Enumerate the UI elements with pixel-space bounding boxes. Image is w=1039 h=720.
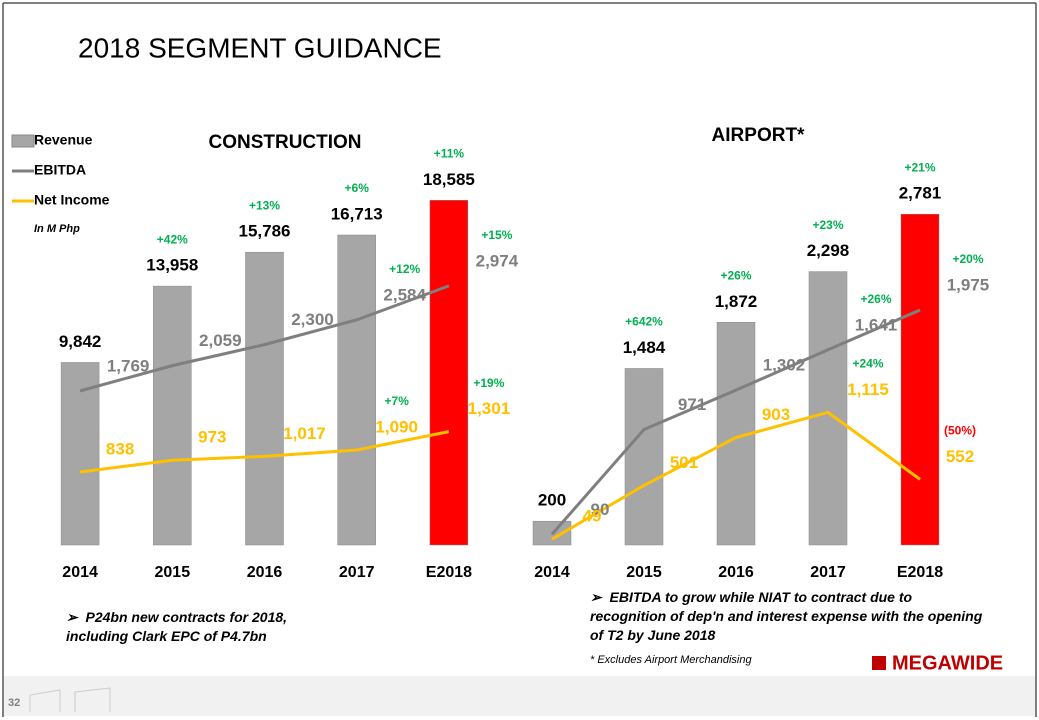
bar bbox=[246, 252, 284, 545]
growth-label: +21% bbox=[904, 160, 935, 174]
bar bbox=[338, 235, 376, 545]
bar bbox=[901, 214, 939, 545]
x-tick-label: E2018 bbox=[426, 564, 472, 581]
growth-label: +26% bbox=[720, 268, 751, 282]
value-label: 1,090 bbox=[375, 418, 418, 437]
growth-label: +26% bbox=[860, 292, 891, 306]
growth-label: +15% bbox=[481, 228, 512, 242]
x-tick-label: E2018 bbox=[897, 564, 943, 581]
value-label: 973 bbox=[198, 428, 226, 447]
growth-label: +6% bbox=[345, 181, 370, 195]
value-label: 2,300 bbox=[291, 310, 334, 329]
bar bbox=[809, 272, 847, 545]
value-label: 2,781 bbox=[899, 184, 942, 203]
x-tick-label: 2017 bbox=[810, 564, 846, 581]
legend-icon bbox=[12, 135, 34, 147]
value-label: 1,115 bbox=[847, 380, 889, 399]
x-tick-label: 2014 bbox=[534, 564, 570, 581]
note-text: P24bn new contracts for 2018, including … bbox=[66, 609, 287, 644]
growth-label: +12% bbox=[389, 262, 420, 276]
growth-label: +24% bbox=[852, 357, 883, 371]
footer-band bbox=[4, 676, 1035, 716]
logo-icon bbox=[872, 656, 886, 670]
value-label: 18,585 bbox=[423, 170, 475, 189]
x-tick-label: 2015 bbox=[626, 564, 662, 581]
unit-label: In M Php bbox=[34, 223, 80, 235]
legend-label: EBITDA bbox=[34, 162, 86, 178]
x-tick-label: 2016 bbox=[718, 564, 754, 581]
growth-label: +642% bbox=[625, 315, 663, 329]
x-tick-label: 2016 bbox=[247, 564, 283, 581]
value-label: 1,641 bbox=[855, 315, 898, 334]
growth-label: +7% bbox=[385, 394, 410, 408]
value-label: 49 bbox=[583, 507, 602, 526]
value-label: 1,872 bbox=[715, 292, 758, 311]
value-label: 1,769 bbox=[107, 356, 150, 375]
chart-title: CONSTRUCTION bbox=[208, 132, 361, 153]
value-label: 16,713 bbox=[331, 204, 383, 223]
legend-label: Revenue bbox=[34, 132, 93, 148]
value-label: 1,301 bbox=[468, 399, 511, 418]
value-label: 15,786 bbox=[239, 222, 291, 241]
growth-label: +20% bbox=[952, 252, 983, 266]
value-label: 9,842 bbox=[59, 332, 102, 351]
bar bbox=[625, 368, 663, 545]
value-label: 13,958 bbox=[146, 256, 198, 275]
value-label: 838 bbox=[106, 439, 134, 458]
value-label: 903 bbox=[762, 405, 790, 424]
growth-label: +19% bbox=[473, 376, 504, 390]
value-label: 971 bbox=[678, 395, 706, 414]
bar bbox=[153, 286, 191, 545]
x-tick-label: 2017 bbox=[339, 564, 375, 581]
page-number: 32 bbox=[8, 697, 20, 709]
x-tick-label: 2015 bbox=[155, 564, 191, 581]
note-construction: ➢ P24bn new contracts for 2018, includin… bbox=[66, 608, 316, 646]
bar bbox=[430, 200, 468, 545]
value-label: 1,017 bbox=[283, 424, 326, 443]
value-label: 2,059 bbox=[199, 331, 242, 350]
value-label: 2,584 bbox=[383, 285, 426, 304]
growth-label: +42% bbox=[157, 232, 188, 246]
logo: MEGAWIDE bbox=[892, 652, 1003, 674]
value-label: 2,974 bbox=[476, 251, 519, 270]
x-tick-label: 2014 bbox=[62, 564, 98, 581]
note-airport: ➢ EBITDA to grow while NIAT to contract … bbox=[590, 588, 990, 645]
value-label: 1,484 bbox=[623, 338, 666, 357]
value-label: 2,298 bbox=[807, 241, 850, 260]
footnote: * Excludes Airport Merchandising bbox=[590, 651, 752, 670]
value-label: 200 bbox=[538, 491, 566, 510]
note-text: EBITDA to grow while NIAT to contract du… bbox=[590, 589, 982, 643]
value-label: 1,302 bbox=[763, 356, 806, 375]
value-label: 501 bbox=[670, 453, 698, 472]
growth-label: (50%) bbox=[944, 424, 976, 438]
slide: 2018 SEGMENT GUIDANCE In M Php 32 MEGAWI… bbox=[0, 0, 1039, 720]
growth-label: +23% bbox=[812, 218, 843, 232]
slide-title: 2018 SEGMENT GUIDANCE bbox=[78, 32, 442, 63]
chart-title: AIRPORT* bbox=[712, 125, 806, 146]
value-label: 1,975 bbox=[947, 276, 990, 295]
growth-label: +13% bbox=[249, 198, 280, 212]
value-label: 552 bbox=[946, 447, 974, 466]
growth-label: +11% bbox=[434, 146, 465, 160]
legend-label: Net Income bbox=[34, 192, 110, 208]
